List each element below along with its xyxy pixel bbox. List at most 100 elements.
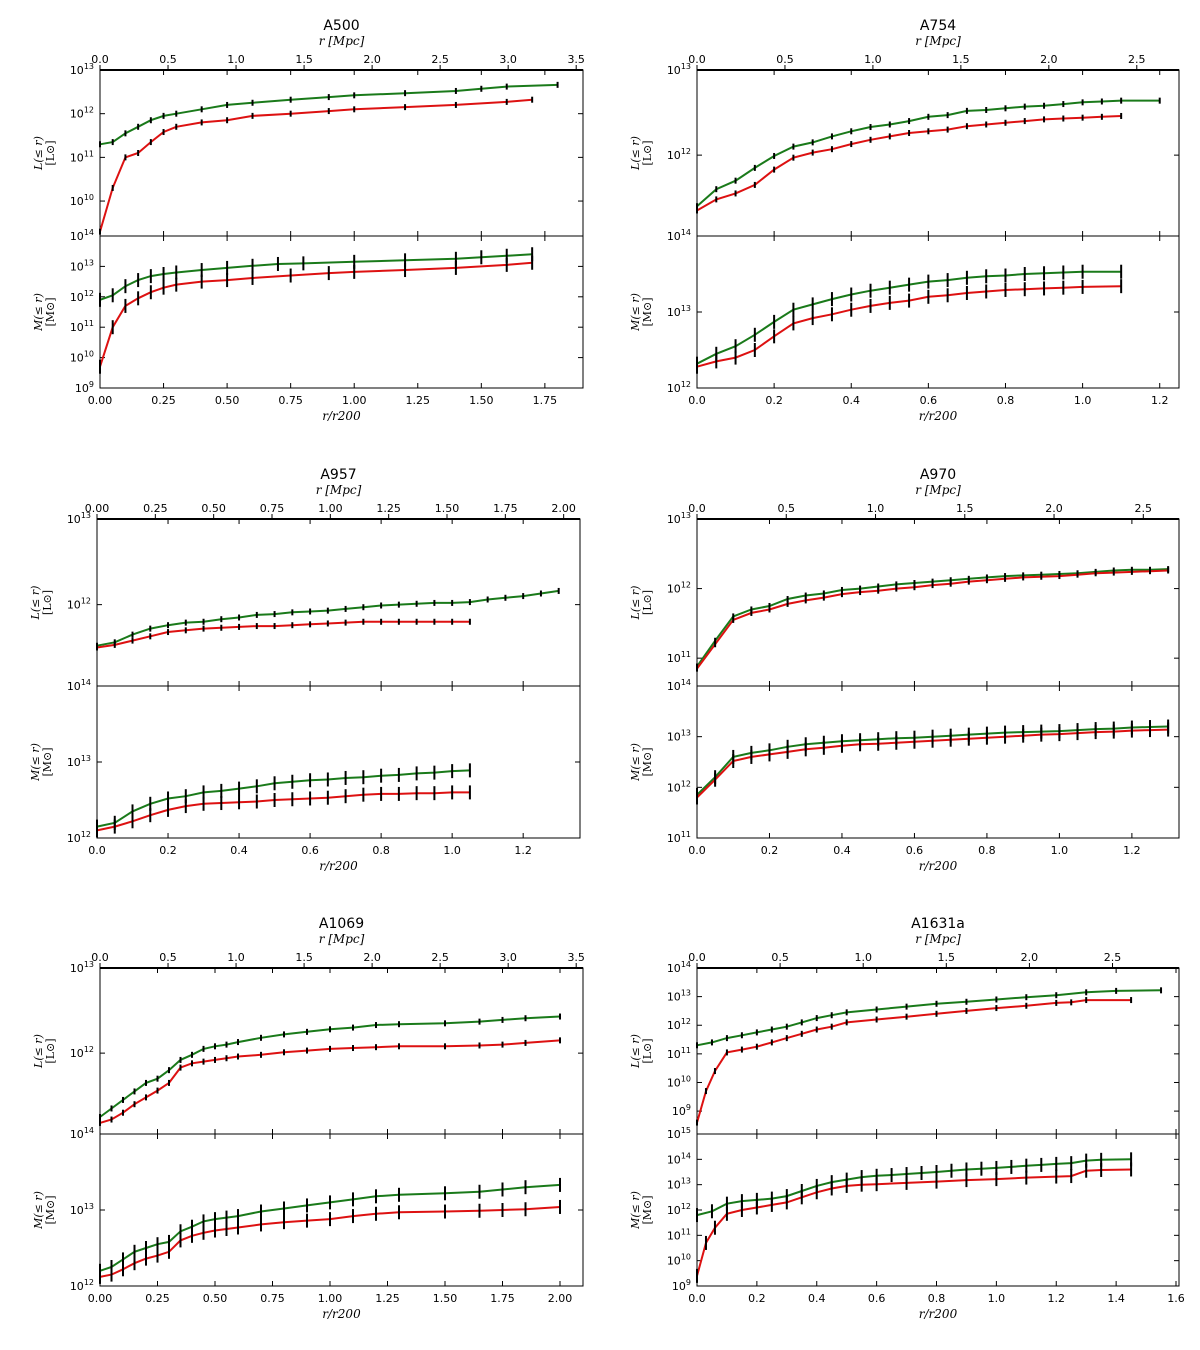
top-tick-label: 1.0 xyxy=(227,951,245,964)
x-tick-label: 0.25 xyxy=(145,1292,170,1305)
y-tick-label: 1013 xyxy=(67,511,91,526)
x-tick-label: 1.2 xyxy=(1123,844,1141,857)
panel-title: A1069 xyxy=(319,916,364,932)
series-line-green xyxy=(696,99,1160,207)
top-tick-label: 2.5 xyxy=(431,951,449,964)
x-tick-label: 0.00 xyxy=(88,1292,113,1305)
series-line-green xyxy=(696,989,1162,1047)
x-tick-label: 1.0 xyxy=(443,844,461,857)
y-tick-label: 1014 xyxy=(667,228,691,243)
top-tick-label: 1.0 xyxy=(867,502,885,515)
top-tick-label: 0.5 xyxy=(771,951,789,964)
top-tick-label: 2.0 xyxy=(1040,53,1058,66)
top-tick-label: 3.0 xyxy=(499,951,517,964)
x-tick-label: 0.6 xyxy=(868,1292,886,1305)
mass-ylabel-unit: [M⊙] xyxy=(41,747,54,776)
y-tick-label: 1014 xyxy=(70,1126,94,1141)
mass-ylabel: M(≤ r) xyxy=(629,743,642,782)
series-line-red xyxy=(696,285,1122,368)
y-tick-label: 1012 xyxy=(67,830,91,845)
top-tick-label: 2.5 xyxy=(1128,53,1146,66)
y-tick-label: 1012 xyxy=(667,1202,691,1217)
series-line-green xyxy=(99,83,558,146)
x-tick-label: 0.0 xyxy=(688,1292,706,1305)
y-tick-label: 1010 xyxy=(667,1074,691,1089)
x-tick-label: 1.6 xyxy=(1167,1292,1185,1305)
top-axis-label: r [Mpc] xyxy=(915,932,961,946)
bottom-axis-label: r/r200 xyxy=(919,1307,958,1321)
x-tick-label: 1.2 xyxy=(1151,394,1169,407)
x-tick-label: 0.0 xyxy=(688,844,706,857)
lum-ylabel: L(≤ r) xyxy=(32,1034,45,1069)
x-tick-label: 0.8 xyxy=(372,844,390,857)
bottom-axis-label: r/r200 xyxy=(919,859,958,873)
mass-ylabel: M(≤ r) xyxy=(29,743,42,782)
top-tick-label: 0.5 xyxy=(159,951,177,964)
series-line-red xyxy=(99,261,533,368)
x-tick-label: 0.6 xyxy=(920,394,938,407)
top-tick-label: 3.0 xyxy=(499,53,517,66)
top-axis-label: r [Mpc] xyxy=(915,483,961,497)
top-tick-label: 0.00 xyxy=(85,502,110,515)
y-tick-label: 109 xyxy=(672,1103,691,1118)
panel-title: A957 xyxy=(320,467,356,483)
y-tick-label: 109 xyxy=(672,1278,691,1293)
lum-frame xyxy=(99,967,584,1135)
series-line-green xyxy=(96,589,559,647)
top-tick-label: 2.0 xyxy=(1021,951,1039,964)
top-tick-label: 0.5 xyxy=(778,502,796,515)
y-tick-label: 1014 xyxy=(67,678,91,693)
top-tick-label: 0.0 xyxy=(91,53,109,66)
mass-ylabel-unit: [M⊙] xyxy=(641,1195,654,1224)
lum-frame xyxy=(696,69,1180,237)
series-line-green xyxy=(96,769,470,828)
top-tick-label: 0.75 xyxy=(260,502,285,515)
series-line-red xyxy=(696,999,1132,1123)
x-tick-label: 1.75 xyxy=(533,394,558,407)
top-tick-label: 1.50 xyxy=(435,502,460,515)
x-tick-label: 0.50 xyxy=(203,1292,228,1305)
top-tick-label: 0.5 xyxy=(159,53,177,66)
x-tick-label: 0.6 xyxy=(906,844,924,857)
mass-frame xyxy=(696,235,1180,389)
lum-ylabel-unit: [L⊙] xyxy=(641,590,654,615)
lum-ylabel: L(≤ r) xyxy=(629,136,642,171)
y-tick-label: 1013 xyxy=(667,62,691,77)
y-tick-label: 1010 xyxy=(70,350,94,365)
y-tick-label: 1014 xyxy=(70,228,94,243)
y-tick-label: 1011 xyxy=(667,1046,691,1061)
y-tick-label: 1013 xyxy=(667,304,691,319)
y-tick-label: 1013 xyxy=(70,62,94,77)
top-tick-label: 1.5 xyxy=(938,951,956,964)
x-tick-label: 1.0 xyxy=(1074,394,1092,407)
x-tick-label: 0.4 xyxy=(842,394,860,407)
x-tick-label: 1.4 xyxy=(1107,1292,1125,1305)
y-tick-label: 109 xyxy=(75,380,94,395)
top-axis-label: r [Mpc] xyxy=(319,34,365,48)
top-tick-label: 1.0 xyxy=(227,53,245,66)
top-axis-label: r [Mpc] xyxy=(915,34,961,48)
x-tick-label: 0.8 xyxy=(928,1292,946,1305)
y-tick-label: 1011 xyxy=(667,650,691,665)
top-tick-label: 0.50 xyxy=(201,502,226,515)
x-tick-label: 0.0 xyxy=(688,394,706,407)
top-tick-label: 1.75 xyxy=(493,502,518,515)
top-tick-label: 0.0 xyxy=(688,951,706,964)
lum-frame xyxy=(99,69,584,237)
y-tick-label: 1012 xyxy=(667,581,691,596)
y-tick-label: 1013 xyxy=(67,754,91,769)
y-tick-label: 1010 xyxy=(667,1253,691,1268)
series-line-red xyxy=(696,1168,1132,1277)
y-tick-label: 1013 xyxy=(667,1177,691,1192)
panel-title: A754 xyxy=(920,18,956,34)
x-tick-label: 0.8 xyxy=(978,844,996,857)
x-tick-label: 0.2 xyxy=(761,844,779,857)
x-tick-label: 1.2 xyxy=(1048,1292,1066,1305)
mass-ylabel: M(≤ r) xyxy=(629,293,642,332)
top-tick-label: 0.25 xyxy=(143,502,168,515)
x-tick-label: 0.4 xyxy=(230,844,248,857)
y-tick-label: 1013 xyxy=(667,989,691,1004)
y-tick-label: 1011 xyxy=(667,830,691,845)
x-tick-label: 0.4 xyxy=(833,844,851,857)
